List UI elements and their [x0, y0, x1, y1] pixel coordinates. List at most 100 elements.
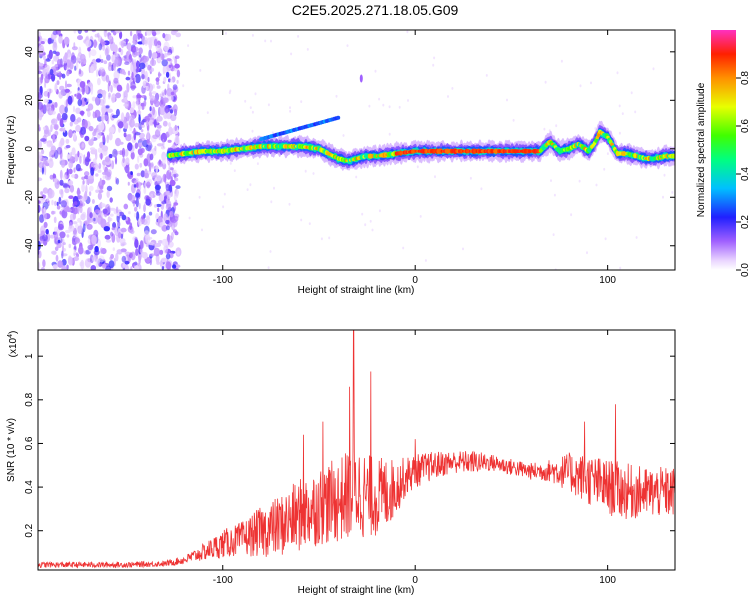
noise-blob — [87, 175, 94, 180]
noise-blob — [52, 173, 57, 179]
noise-blob — [127, 133, 132, 138]
noise-blob — [98, 122, 105, 132]
noise-blob — [79, 261, 84, 267]
noise-blob — [130, 114, 135, 121]
noise-blob — [40, 191, 44, 196]
noise-blob — [364, 223, 367, 227]
noise-blob — [46, 103, 51, 112]
noise-blob — [165, 261, 172, 270]
noise-blob — [158, 128, 162, 132]
noise-blob — [147, 83, 154, 93]
noise-blob — [91, 135, 94, 140]
noise-blob — [129, 118, 135, 128]
noise-blob — [62, 182, 69, 188]
noise-blob — [59, 118, 63, 127]
noise-blob — [553, 193, 556, 197]
noise-blob — [136, 211, 140, 221]
noise-blob — [77, 204, 80, 215]
noise-blob — [98, 189, 104, 193]
noise-blob — [130, 251, 136, 261]
spectrogram-x-label: Height of straight line (km) — [298, 285, 415, 296]
noise-blob — [99, 69, 102, 76]
noise-blob — [57, 239, 61, 244]
noise-blob — [138, 114, 141, 124]
noise-blob — [89, 212, 93, 219]
noise-blob — [118, 232, 122, 239]
noise-blob — [84, 97, 87, 102]
noise-blob — [75, 124, 81, 132]
noise-blob — [244, 99, 247, 103]
noise-blob — [119, 31, 123, 40]
noise-blob — [132, 202, 136, 207]
noise-blob — [108, 260, 115, 269]
noise-blob — [134, 237, 138, 241]
noise-blob — [95, 96, 101, 106]
noise-blob — [288, 202, 291, 206]
noise-blob — [398, 105, 401, 109]
noise-blob — [88, 185, 94, 192]
noise-blob — [82, 223, 86, 233]
noise-blob — [97, 77, 101, 86]
noise-blob — [552, 233, 555, 237]
noise-blob — [618, 131, 621, 135]
noise-blob — [74, 93, 77, 97]
noise-blob — [402, 246, 405, 250]
noise-blob — [662, 195, 664, 199]
noise-blob — [146, 37, 153, 46]
noise-blob — [168, 165, 171, 173]
noise-blob — [79, 220, 83, 227]
noise-blob — [560, 59, 563, 63]
noise-blob — [91, 199, 95, 204]
noise-blob — [506, 98, 508, 102]
noise-blob — [81, 183, 85, 193]
noise-blob — [60, 200, 67, 208]
noise-blob — [149, 59, 157, 67]
noise-blob — [166, 235, 173, 243]
noise-blob — [104, 156, 111, 163]
noise-blob — [45, 58, 51, 62]
noise-blob — [107, 82, 110, 92]
noise-blob — [271, 131, 274, 135]
noise-blob — [38, 70, 43, 75]
snr-y-multiplier: (x104) — [7, 331, 19, 358]
noise-blob — [71, 46, 78, 51]
noise-blob — [91, 234, 97, 245]
noise-blob — [38, 91, 42, 101]
noise-blob — [60, 137, 65, 146]
y-tick-label: -40 — [24, 238, 35, 253]
noise-blob — [106, 134, 109, 144]
noise-blob — [143, 158, 149, 167]
noise-blob — [54, 231, 58, 242]
noise-blob — [153, 119, 157, 128]
noise-blob — [512, 118, 515, 122]
noise-blob — [469, 176, 472, 180]
noise-blob — [249, 183, 252, 187]
noise-blob — [76, 187, 81, 196]
noise-blob — [61, 73, 66, 79]
noise-blob — [264, 39, 267, 43]
noise-blob — [105, 171, 110, 176]
noise-blob — [102, 134, 106, 143]
noise-blob — [51, 73, 56, 82]
noise-blob — [149, 95, 156, 101]
noise-blob — [95, 152, 98, 160]
noise-blob — [300, 218, 303, 222]
noise-blob — [144, 181, 147, 189]
noise-blob — [97, 169, 102, 173]
noise-blob — [99, 202, 102, 210]
noise-blob — [138, 202, 141, 210]
noise-blob — [161, 92, 165, 96]
colorbar-ticks: 0.0 0.2 0.4 0.6 0.8 — [736, 71, 750, 277]
noise-blob — [93, 164, 98, 168]
noise-blob — [485, 74, 488, 77]
noise-blob — [269, 250, 272, 253]
noise-blob — [125, 216, 128, 221]
noise-blob — [48, 49, 53, 60]
noise-blob — [145, 144, 152, 152]
noise-blob — [167, 139, 172, 143]
noise-blob — [59, 189, 64, 195]
noise-blob — [57, 260, 64, 268]
noise-blob — [59, 104, 66, 115]
noise-blob — [124, 96, 128, 103]
